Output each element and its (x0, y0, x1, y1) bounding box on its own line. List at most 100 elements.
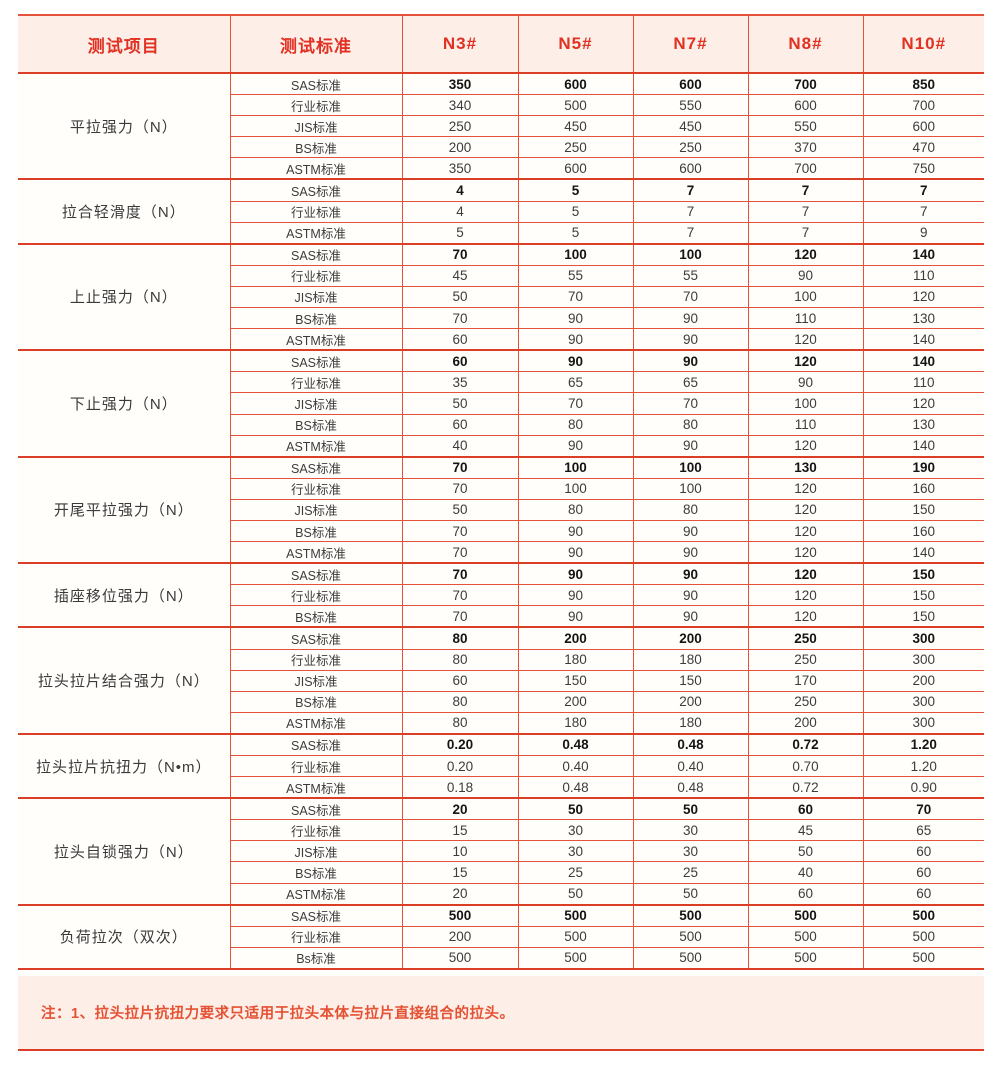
value-cell: 160 (863, 520, 984, 543)
value-cell: 550 (633, 94, 749, 117)
value-cell: 7 (863, 201, 984, 223)
value-cell: 140 (863, 328, 984, 352)
value-cell: 60 (402, 350, 519, 373)
standard-cell: 行业标准 (230, 819, 403, 842)
value-cell: 750 (863, 157, 984, 181)
header-test-item: 测试项目 (18, 14, 231, 74)
value-cell: 600 (518, 157, 634, 181)
value-cell: 80 (633, 499, 749, 521)
standard-cell: SAS标准 (230, 456, 403, 479)
header-n10: N10# (863, 14, 984, 74)
value-cell: 200 (402, 926, 519, 948)
standard-cell: 行业标准 (230, 584, 403, 607)
value-cell: 0.40 (518, 755, 634, 778)
value-cell: 20 (402, 798, 519, 821)
standard-cell: SAS标准 (230, 350, 403, 373)
table-row: 行业标准 45 55 55 90 110 (18, 265, 984, 287)
standard-cell: SAS标准 (230, 73, 403, 96)
value-cell: 65 (633, 371, 749, 394)
value-cell: 80 (402, 649, 519, 671)
value-cell: 500 (518, 947, 634, 970)
value-cell: 120 (748, 243, 864, 266)
value-cell: 70 (518, 286, 634, 309)
standard-cell: BS标准 (230, 414, 403, 436)
value-cell: 80 (518, 414, 634, 436)
value-cell: 50 (633, 883, 749, 906)
value-cell: 0.90 (863, 776, 984, 800)
value-cell: 10 (402, 840, 519, 863)
value-cell: 90 (748, 265, 864, 287)
value-cell: 120 (863, 286, 984, 309)
value-cell: 7 (863, 179, 984, 202)
value-cell: 7 (633, 179, 749, 202)
standard-cell: 行业标准 (230, 755, 403, 778)
value-cell: 120 (748, 541, 864, 565)
test-item-cell: 拉头拉片抗扭力（N•m） (18, 733, 231, 800)
value-cell: 110 (863, 371, 984, 394)
standard-cell: BS标准 (230, 861, 403, 884)
value-cell: 100 (633, 478, 749, 500)
test-item-cell: 负荷拉次（双次） (18, 904, 231, 970)
table-row: 行业标准 35 65 65 90 110 (18, 371, 984, 394)
test-item-cell: 平拉强力（N） (18, 73, 231, 181)
value-cell: 25 (633, 861, 749, 884)
standard-cell: JIS标准 (230, 286, 403, 309)
value-cell: 200 (633, 691, 749, 713)
value-cell: 90 (633, 350, 749, 373)
table-row: ASTM标准 80 180 180 200 300 (18, 712, 984, 735)
test-item-cell: 插座移位强力（N） (18, 563, 231, 629)
value-cell: 700 (748, 73, 864, 96)
value-cell: 90 (518, 307, 634, 330)
value-cell: 50 (518, 883, 634, 906)
value-cell: 600 (633, 73, 749, 96)
value-cell: 90 (748, 371, 864, 394)
table-row: 行业标准 200 500 500 500 500 (18, 926, 984, 948)
table-row: 行业标准 0.20 0.40 0.40 0.70 1.20 (18, 755, 984, 778)
standard-cell: ASTM标准 (230, 328, 403, 352)
table-row: 行业标准 15 30 30 45 65 (18, 819, 984, 842)
value-cell: 60 (402, 414, 519, 436)
table-row: 行业标准 70 90 90 120 150 (18, 584, 984, 607)
standard-cell: BS标准 (230, 691, 403, 713)
header-test-standard: 测试标准 (230, 14, 403, 74)
value-cell: 140 (863, 435, 984, 458)
value-cell: 600 (748, 94, 864, 117)
value-cell: 150 (863, 499, 984, 521)
value-cell: 180 (633, 649, 749, 671)
value-cell: 55 (633, 265, 749, 287)
value-cell: 4 (402, 201, 519, 223)
table-row: 插座移位强力（N） SAS标准 70 90 90 120 150 (18, 563, 984, 629)
standard-cell: 行业标准 (230, 94, 403, 117)
standard-cell: JIS标准 (230, 840, 403, 863)
standard-cell: BS标准 (230, 136, 403, 159)
value-cell: 190 (863, 456, 984, 479)
table-row: JIS标准 10 30 30 50 60 (18, 840, 984, 863)
value-cell: 1.20 (863, 733, 984, 756)
value-cell: 90 (518, 350, 634, 373)
value-cell: 60 (863, 883, 984, 906)
standard-cell: SAS标准 (230, 733, 403, 756)
value-cell: 200 (402, 136, 519, 159)
value-cell: 5 (402, 222, 519, 245)
value-cell: 200 (863, 670, 984, 692)
value-cell: 200 (633, 627, 749, 650)
value-cell: 300 (863, 627, 984, 650)
table-row: 上止强力（N） SAS标准 70 100 100 120 140 (18, 243, 984, 352)
value-cell: 0.48 (518, 776, 634, 800)
value-cell: 100 (518, 456, 634, 479)
value-cell: 130 (863, 307, 984, 330)
value-cell: 90 (518, 605, 634, 629)
value-cell: 300 (863, 712, 984, 735)
value-cell: 5 (518, 179, 634, 202)
value-cell: 60 (863, 861, 984, 884)
standard-cell: SAS标准 (230, 243, 403, 266)
header-n5: N5# (518, 14, 634, 74)
value-cell: 50 (748, 840, 864, 863)
value-cell: 65 (518, 371, 634, 394)
standard-cell: BS标准 (230, 605, 403, 629)
value-cell: 70 (402, 605, 519, 629)
value-cell: 500 (748, 926, 864, 948)
value-cell: 90 (633, 307, 749, 330)
table-row: ASTM标准 70 90 90 120 140 (18, 541, 984, 565)
